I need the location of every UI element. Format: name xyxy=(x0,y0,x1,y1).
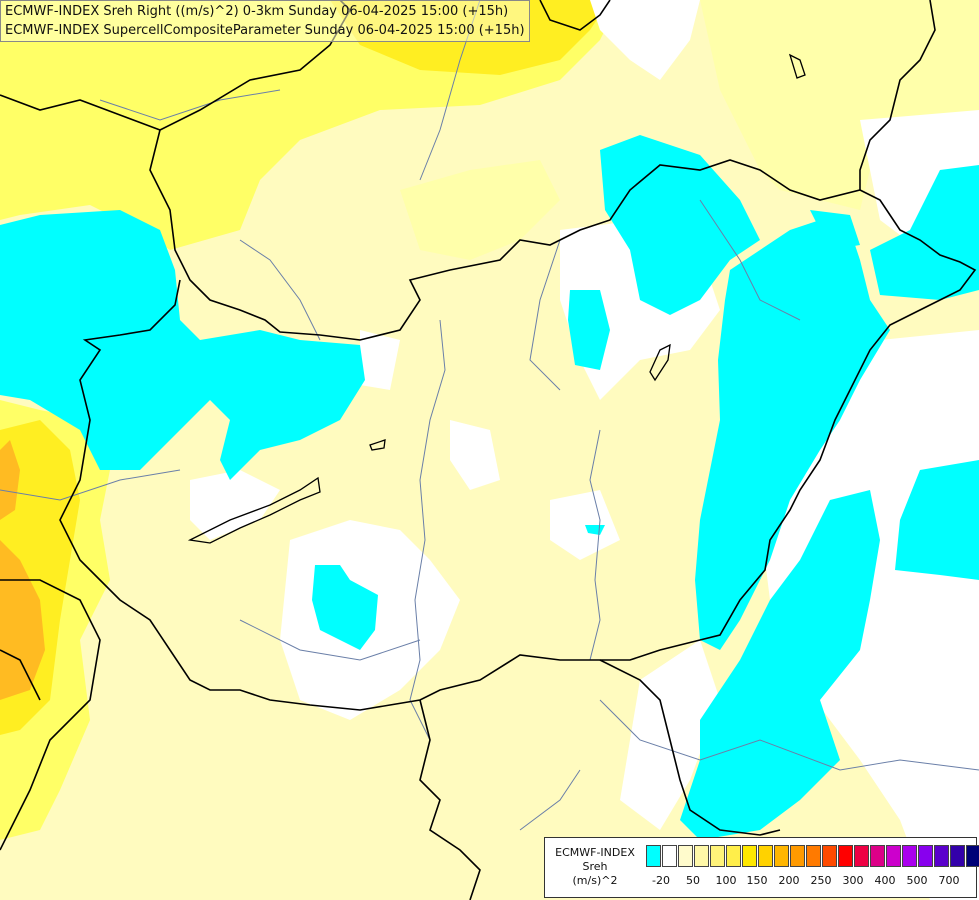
legend-title-line-3: (m/s)^2 xyxy=(572,874,618,887)
legend-swatch-4 xyxy=(710,845,725,867)
lakes xyxy=(187,53,806,544)
legend-swatch-16 xyxy=(902,845,917,867)
legend-tick-3: 150 xyxy=(746,874,768,887)
legend-swatch-1 xyxy=(662,845,677,867)
legend-tick-2: 100 xyxy=(715,874,737,887)
legend-swatches xyxy=(646,845,979,867)
legend-swatch-19 xyxy=(950,845,965,867)
legend-swatch-10 xyxy=(806,845,821,867)
legend-tick-0: -20 xyxy=(652,874,670,887)
legend-tick-7: 400 xyxy=(874,874,896,887)
legend-tick-5: 250 xyxy=(810,874,832,887)
legend-swatch-15 xyxy=(886,845,901,867)
lake-balaton xyxy=(187,476,321,544)
legend-swatch-14 xyxy=(870,845,885,867)
map-title-line-2: ECMWF-INDEX SupercellCompositeParameter … xyxy=(5,23,525,38)
legend-swatch-17 xyxy=(918,845,933,867)
legend-swatch-3 xyxy=(694,845,709,867)
cyan-regions xyxy=(0,135,979,840)
legend-swatch-0 xyxy=(646,845,661,867)
legend-tick-8: 500 xyxy=(906,874,928,887)
color-legend: ECMWF-INDEX Sreh (m/s)^2 -20 50 100 150 200 2… xyxy=(544,837,979,898)
legend-swatch-11 xyxy=(822,845,837,867)
legend-swatch-2 xyxy=(678,845,693,867)
legend-title-line-2: Sreh xyxy=(582,860,608,873)
legend-ticks: -20 50 100 150 200 250 300 400 500 700 xyxy=(646,874,976,890)
legend-tick-6: 300 xyxy=(842,874,864,887)
legend-swatch-6 xyxy=(742,845,757,867)
map-title-box: ECMWF-INDEX Sreh Right ((m/s)^2) 0-3km S… xyxy=(0,0,530,42)
legend-swatch-9 xyxy=(790,845,805,867)
legend-swatch-5 xyxy=(726,845,741,867)
legend-swatch-12 xyxy=(838,845,853,867)
legend-tick-9: 700 xyxy=(938,874,960,887)
legend-swatch-20 xyxy=(966,845,979,867)
legend-tick-4: 200 xyxy=(778,874,800,887)
map-title-line-1: ECMWF-INDEX Sreh Right ((m/s)^2) 0-3km S… xyxy=(5,4,509,19)
legend-swatch-18 xyxy=(934,845,949,867)
legend-swatch-8 xyxy=(774,845,789,867)
legend-title: ECMWF-INDEX Sreh (m/s)^2 xyxy=(549,846,641,888)
legend-swatch-7 xyxy=(758,845,773,867)
legend-title-line-1: ECMWF-INDEX xyxy=(555,846,635,859)
legend-tick-1: 50 xyxy=(686,874,700,887)
rivers xyxy=(0,0,979,831)
legend-swatch-13 xyxy=(854,845,869,867)
